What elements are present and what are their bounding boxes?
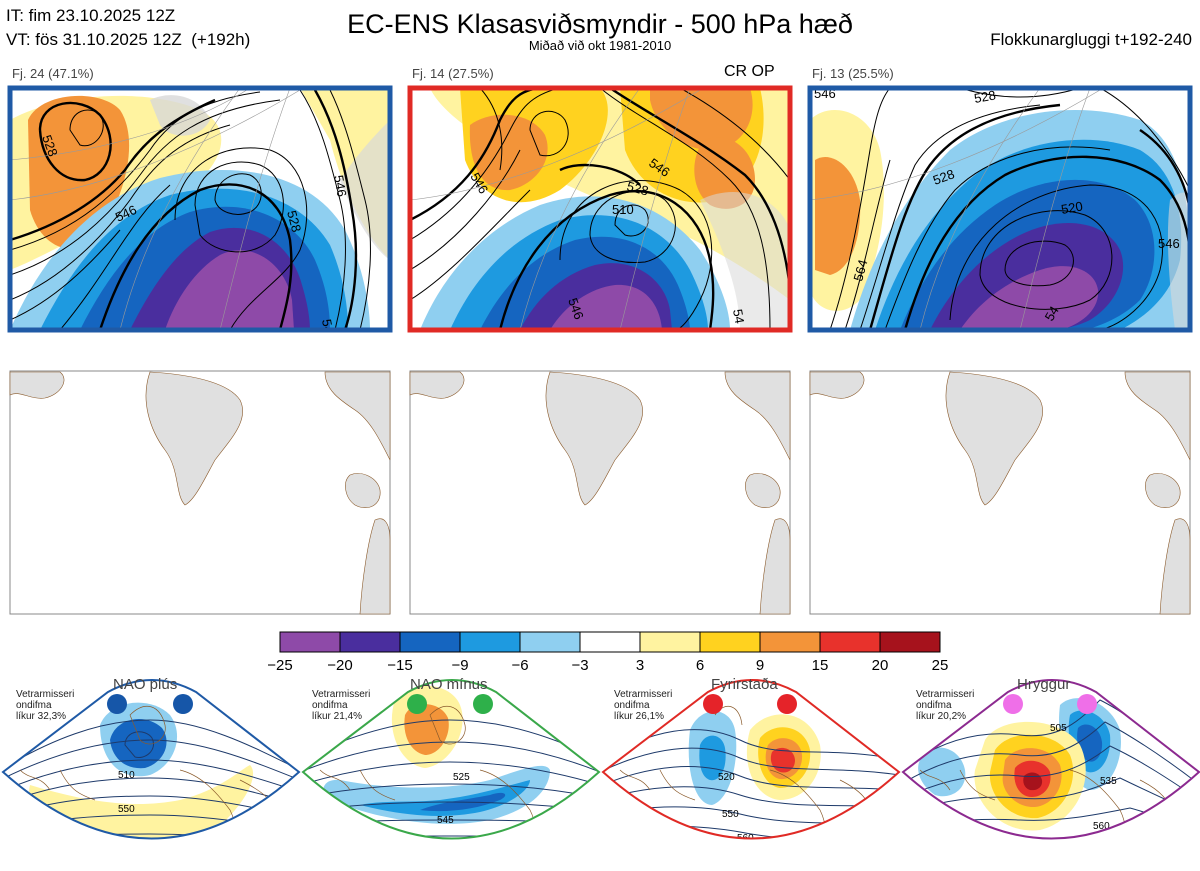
regime-4-title: Hryggur [1017, 676, 1071, 693]
colorbar-swatch [760, 632, 820, 652]
cluster-3-contour-label: 528 [931, 166, 957, 188]
cluster-3-contour-label: 54 [1042, 303, 1062, 323]
landmap-2 [409, 370, 791, 615]
cluster-3-label: Fj. 13 (25.5%) [812, 66, 894, 81]
regime-2-contour-label: 565 [447, 850, 464, 861]
colorbar-tick-label: −15 [387, 657, 413, 674]
regime-2-contour-label: 545 [437, 815, 454, 826]
regime-3-title: Fyrirstaða [711, 676, 778, 693]
regime-1-note: Vetrarmisseri ondifma líkur 32,3% [16, 689, 75, 722]
regime-4-contour-label: 560 [1093, 821, 1110, 832]
regime-1-title: NAO plús [113, 676, 178, 693]
cluster-1-label: Fj. 24 (47.1%) [12, 66, 94, 81]
cluster-3-contour-label: 546 [814, 86, 836, 101]
cluster-3-contour-label: 546 [1158, 236, 1180, 251]
cluster-3-contour-label: 520 [1060, 198, 1084, 217]
regime-2-title: NAO mínus [410, 676, 488, 693]
cluster-1-contour-label: 528 [284, 209, 304, 234]
regime-1-contour-label: 550 [118, 804, 135, 815]
regime-3-contour-label: 560 [737, 833, 754, 844]
regime-3-dot [703, 694, 723, 714]
cluster-2-contour-label: 546 [565, 296, 587, 322]
cluster-1-frame [7, 85, 393, 333]
valid-time: VT: fös 31.10.2025 12Z (+192h) [6, 30, 251, 49]
colorbar-tick-label: −25 [267, 657, 293, 674]
regime-1-dot [173, 694, 193, 714]
cluster-2-contour-label: 54 [730, 308, 747, 325]
page-subtitle: Miðað við okt 1981-2010 [528, 38, 672, 53]
cluster-1-contour-label: 546 [331, 174, 350, 198]
colorbar-tick-label: −9 [451, 657, 469, 674]
initial-time: IT: fim 23.10.2025 12Z [6, 6, 176, 25]
regime-4-contour-label: 535 [1100, 776, 1117, 787]
regime-2-note: Vetrarmisseri ondifma líkur 21,4% [312, 689, 371, 722]
colorbar-swatch [700, 632, 760, 652]
regime-4-dot [1077, 694, 1097, 714]
regime-1-contour-label: 510 [118, 770, 135, 781]
landmap-3 [809, 370, 1191, 615]
colorbar-swatch [640, 632, 700, 652]
colorbar-swatch [280, 632, 340, 652]
colorbar-tick-label: 6 [695, 657, 705, 674]
regime-3-dot [777, 694, 797, 714]
colorbar-swatch [400, 632, 460, 652]
regime-1-dot [107, 694, 127, 714]
regime-3-contour-label: 550 [722, 809, 739, 820]
regime-2-dot [407, 694, 427, 714]
cluster-2-tag: CR OP [724, 63, 775, 80]
colorbar-tick-label: −3 [571, 657, 589, 674]
regime-2-dot [473, 694, 493, 714]
regime-3-note: Vetrarmisseri ondifma líkur 26,1% [614, 689, 673, 722]
cluster-3-frame [807, 85, 1193, 333]
cluster-2-contour-label: 528 [625, 178, 650, 198]
regime-4-dot [1003, 694, 1023, 714]
cluster-2-frame [407, 85, 793, 333]
regime-3-contour-label: 520 [718, 772, 735, 783]
cluster-1-map: 528 546 528 546 54 [10, 88, 390, 335]
cluster-1-contour-label: 528 [39, 133, 61, 159]
colorbar-tick-label: 25 [931, 657, 949, 674]
cluster-3-contour-label: 528 [973, 87, 997, 106]
cluster-2-contour-label: 510 [612, 202, 634, 217]
colorbar-tick-label: 3 [635, 657, 645, 674]
window-label: Flokkunargluggi t+192-240 [990, 30, 1192, 49]
page-title: EC-ENS Klasasviðsmyndir - 500 hPa hæð [347, 9, 853, 39]
colorbar-tick-label: −6 [511, 657, 529, 674]
colorbar-tick-label: 20 [871, 657, 889, 674]
regime-4-note: Vetrarmisseri ondifma líkur 20,2% [916, 689, 975, 722]
colorbar-swatch [460, 632, 520, 652]
header-times: IT: fim 23.10.2025 12Z VT: fös 31.10.202… [6, 4, 250, 52]
colorbar-swatch [580, 632, 640, 652]
regime-2-contour-label: 525 [453, 772, 470, 783]
cluster-2-map: 546 546 528 510 546 54 [410, 88, 790, 330]
cluster-2-label: Fj. 14 (27.5%) [412, 66, 494, 81]
cluster-3-map: 546 528 528 520 546 564 54 [810, 86, 1190, 330]
cluster-1-contour-label: 54 [319, 318, 336, 335]
colorbar-tick-label: 9 [755, 657, 765, 674]
regime-4-contour-label: 505 [1050, 723, 1067, 734]
landmap-1 [9, 370, 391, 615]
colorbar-swatch [820, 632, 880, 652]
colorbar-swatch [520, 632, 580, 652]
colorbar [279, 631, 941, 653]
colorbar-tick-label: 15 [811, 657, 829, 674]
colorbar-swatch [880, 632, 940, 652]
cluster-3-contour-label: 564 [850, 258, 870, 283]
colorbar-tick-label: −20 [327, 657, 353, 674]
colorbar-swatch [340, 632, 400, 652]
